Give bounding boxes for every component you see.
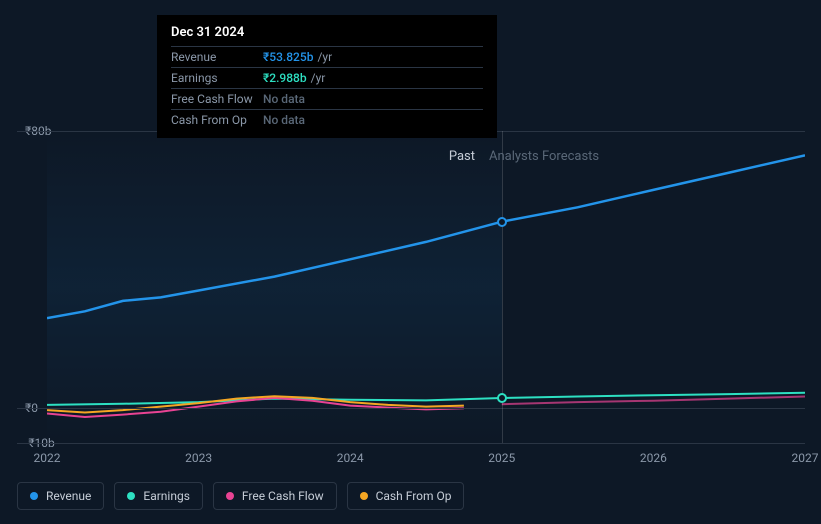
x-axis-label: 2026 (640, 451, 667, 465)
revenue-line[interactable] (47, 155, 805, 318)
past-label: Past (449, 149, 475, 164)
tooltip-key: Earnings (171, 71, 263, 85)
hover-marker (497, 217, 507, 227)
tooltip-row: Revenue₹53.825b/yr (171, 46, 483, 67)
tooltip-key: Revenue (171, 50, 263, 64)
gridline (17, 408, 805, 409)
tooltip-row: Cash From OpNo data (171, 109, 483, 130)
tooltip-row: Free Cash FlowNo data (171, 88, 483, 109)
legend-item-earnings[interactable]: Earnings (114, 482, 203, 510)
legend-item-revenue[interactable]: Revenue (17, 482, 104, 510)
legend-dot (360, 492, 368, 500)
gridline (17, 443, 805, 444)
legend-label: Free Cash Flow (242, 489, 324, 503)
legend-item-cash-from-op[interactable]: Cash From Op (347, 482, 465, 510)
legend-dot (30, 492, 38, 500)
hover-marker (497, 393, 507, 403)
legend-item-free-cash-flow[interactable]: Free Cash Flow (213, 482, 337, 510)
x-axis-label: 2027 (792, 451, 819, 465)
tooltip-key: Cash From Op (171, 113, 263, 127)
legend-dot (127, 492, 135, 500)
legend-label: Cash From Op (376, 489, 452, 503)
forecast-label: Analysts Forecasts (489, 149, 599, 164)
chart-plot-area[interactable] (47, 131, 805, 443)
tooltip-key: Free Cash Flow (171, 92, 263, 106)
legend-label: Earnings (143, 489, 190, 503)
chart-legend: Revenue Earnings Free Cash Flow Cash From O… (17, 482, 464, 510)
x-axis-label: 2024 (337, 451, 364, 465)
legend-label: Revenue (46, 489, 91, 503)
tooltip-value: No data (263, 113, 305, 127)
x-axis-label: 2022 (34, 451, 61, 465)
x-axis-label: 2025 (488, 451, 515, 465)
tooltip-date: Dec 31 2024 (171, 25, 483, 40)
legend-dot (226, 492, 234, 500)
tooltip-value: ₹53.825b/yr (263, 50, 332, 64)
tooltip-value: No data (263, 92, 305, 106)
tooltip-value: ₹2.988b/yr (263, 71, 325, 85)
tooltip-row: Earnings₹2.988b/yr (171, 67, 483, 88)
chart-tooltip: Dec 31 2024 Revenue₹53.825b/yrEarnings₹2… (157, 15, 497, 138)
x-axis-label: 2023 (185, 451, 212, 465)
financials-chart: ₹80b₹0-₹10b 202220232024202520262027 Pas… (17, 0, 805, 455)
